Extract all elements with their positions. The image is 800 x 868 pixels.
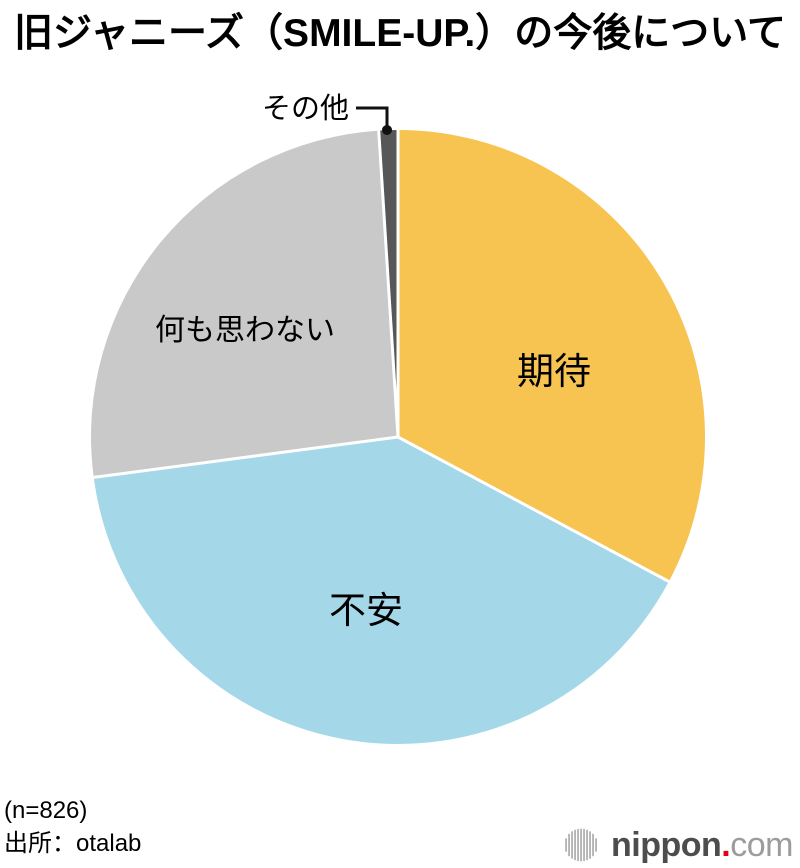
pie-slice-0 bbox=[398, 130, 705, 582]
leader-line bbox=[356, 106, 389, 128]
leader-line-group bbox=[356, 106, 392, 135]
chart-footnote: (n=826) 出所：otalab bbox=[4, 794, 141, 860]
slice-label-nanimo-omowanai: 何も思わない bbox=[155, 314, 335, 347]
pie-slices bbox=[91, 130, 705, 744]
slice-label-fuan: 不安 bbox=[329, 590, 403, 631]
sample-size-note: (n=826) bbox=[4, 797, 88, 824]
slice-separator bbox=[397, 435, 670, 583]
audio-bars-circle-icon bbox=[565, 828, 597, 862]
pie-slice-2 bbox=[91, 130, 399, 478]
slice-label-sonota: その他 bbox=[262, 93, 350, 125]
slice-separator bbox=[93, 435, 399, 479]
slice-separator bbox=[377, 130, 400, 438]
slice-separators bbox=[93, 130, 670, 583]
pie-slice-1 bbox=[93, 437, 669, 744]
slice-label-kitai: 期待 bbox=[517, 351, 591, 392]
nippon-logo-text: nippon.com bbox=[611, 828, 793, 862]
nippon-logo: nippon.com bbox=[560, 825, 793, 865]
source-note: 出所：otalab bbox=[4, 830, 142, 857]
leader-dot bbox=[382, 125, 392, 135]
logo-text-dot: . bbox=[721, 826, 731, 864]
logo-text-nippon: nippon bbox=[611, 826, 722, 864]
chart-title: 旧ジャニーズ（SMILE-UP.）の今後について bbox=[13, 12, 787, 55]
logo-text-com: com bbox=[730, 826, 793, 864]
